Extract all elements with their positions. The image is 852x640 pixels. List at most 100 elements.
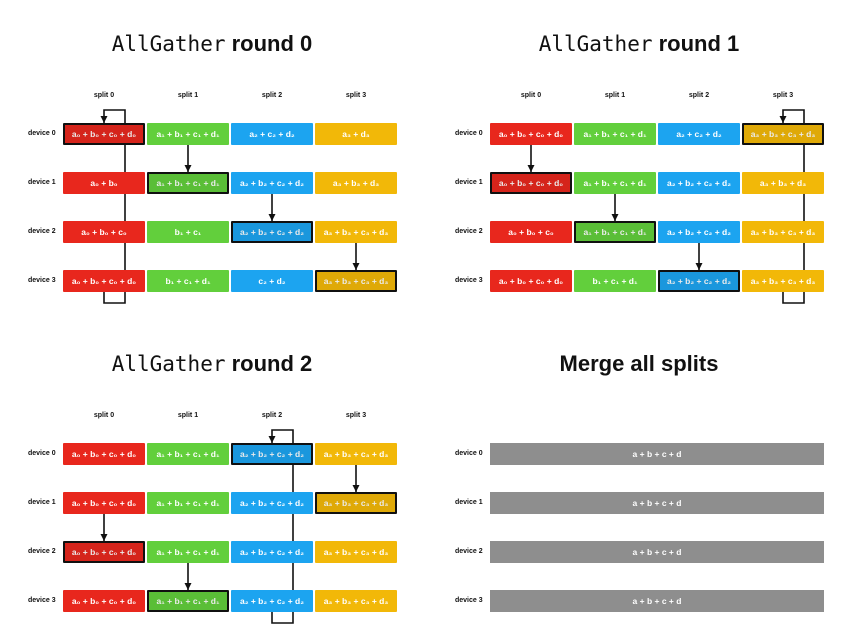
merged-row: a + b + c + d [490, 590, 824, 612]
title-rest: round 1 [652, 31, 740, 56]
cell: a₂ + b₂ + c₂ + d₂ [658, 221, 740, 243]
cell: a₀ + b₀ + c₀ [63, 221, 145, 243]
arrowhead-icon [184, 165, 192, 172]
split-label: split 1 [177, 412, 199, 419]
device-label: device 1 [455, 499, 483, 506]
split-label: split 0 [93, 92, 115, 99]
device-label: device 3 [28, 597, 56, 604]
split-label: split 3 [345, 92, 367, 99]
highlighted-cell: a₁ + b₁ + c₁ + d₁ [147, 590, 229, 612]
cell: a₂ + c₂ + d₂ [658, 123, 740, 145]
cell: a₃ + b₃ + d₃ [742, 172, 824, 194]
arrowhead-icon [779, 116, 787, 123]
highlighted-cell: a₃ + b₃ + c₃ + d₃ [742, 123, 824, 145]
title-mono: AllGather [111, 32, 226, 56]
split-label: split 1 [177, 92, 199, 99]
split-label: split 2 [261, 412, 283, 419]
device-label: device 0 [455, 130, 483, 137]
panel-title: AllGather round 2 [42, 351, 382, 377]
highlighted-cell: a₃ + b₃ + c₃ + d₃ [315, 492, 397, 514]
cell: a₃ + b₃ + c₃ + d₃ [742, 270, 824, 292]
cell: b₁ + c₁ + d₁ [574, 270, 656, 292]
highlighted-cell: a₀ + b₀ + c₀ + d₀ [490, 172, 572, 194]
split-label: split 0 [93, 412, 115, 419]
split-label: split 2 [688, 92, 710, 99]
arrowhead-icon [611, 214, 619, 221]
cell: a₁ + b₁ + c₁ + d₁ [147, 123, 229, 145]
device-label: device 0 [28, 130, 56, 137]
arrowhead-icon [268, 436, 276, 443]
cell: b₁ + c₁ + d₁ [147, 270, 229, 292]
cell: a₀ + b₀ + c₀ [490, 221, 572, 243]
arrowhead-icon [527, 165, 535, 172]
arrowhead-icon [695, 263, 703, 270]
panel-title: AllGather round 1 [469, 31, 809, 57]
merged-row: a + b + c + d [490, 541, 824, 563]
device-label: device 3 [28, 277, 56, 284]
cell: a₀ + b₀ [63, 172, 145, 194]
cell: b₁ + c₁ [147, 221, 229, 243]
cell: a₂ + b₂ + c₂ + d₂ [231, 590, 313, 612]
panel-title: Merge all splits [559, 351, 719, 376]
cell: a₀ + b₀ + c₀ + d₀ [63, 492, 145, 514]
cell: a₀ + b₀ + c₀ + d₀ [63, 590, 145, 612]
cell: a₀ + b₀ + c₀ + d₀ [63, 443, 145, 465]
cell: a₃ + b₃ + c₃ + d₃ [742, 221, 824, 243]
cell: a₃ + b₃ + d₃ [315, 172, 397, 194]
cell: a₂ + b₂ + c₂ + d₂ [658, 172, 740, 194]
merged-row: a + b + c + d [490, 492, 824, 514]
arrowhead-icon [100, 534, 108, 541]
split-label: split 1 [604, 92, 626, 99]
device-label: device 1 [455, 179, 483, 186]
cell: a₃ + b₃ + c₃ + d₃ [315, 443, 397, 465]
device-label: device 0 [455, 450, 483, 457]
device-label: device 2 [28, 228, 56, 235]
device-label: device 0 [28, 450, 56, 457]
split-label: split 3 [345, 412, 367, 419]
highlighted-cell: a₀ + b₀ + c₀ + d₀ [63, 541, 145, 563]
split-label: split 3 [772, 92, 794, 99]
cell: a₂ + c₂ + d₂ [231, 123, 313, 145]
device-label: device 2 [455, 548, 483, 555]
cell: a₀ + b₀ + c₀ + d₀ [490, 270, 572, 292]
cell: a₃ + d₃ [315, 123, 397, 145]
split-label: split 2 [261, 92, 283, 99]
cell: a₁ + b₁ + c₁ + d₁ [574, 172, 656, 194]
merged-row: a + b + c + d [490, 443, 824, 465]
highlighted-cell: a₃ + b₃ + c₃ + d₃ [315, 270, 397, 292]
highlighted-cell: a₁ + b₁ + c₁ + d₁ [147, 172, 229, 194]
highlighted-cell: a₂ + b₂ + c₂ + d₂ [231, 221, 313, 243]
highlighted-cell: a₀ + b₀ + c₀ + d₀ [63, 123, 145, 145]
device-label: device 1 [28, 179, 56, 186]
device-label: device 2 [28, 548, 56, 555]
cell: a₁ + b₁ + c₁ + d₁ [147, 492, 229, 514]
device-label: device 1 [28, 499, 56, 506]
split-label: split 0 [520, 92, 542, 99]
highlighted-cell: a₂ + b₂ + c₂ + d₂ [231, 443, 313, 465]
cell: a₂ + b₂ + c₂ + d₂ [231, 172, 313, 194]
title-rest: round 2 [225, 351, 313, 376]
cell: a₂ + b₂ + c₂ + d₂ [231, 541, 313, 563]
arrowhead-icon [184, 583, 192, 590]
cell: c₂ + d₂ [231, 270, 313, 292]
cell: a₃ + b₃ + c₃ + d₃ [315, 541, 397, 563]
highlighted-cell: a₂ + b₂ + c₂ + d₂ [658, 270, 740, 292]
title-mono: AllGather [111, 352, 226, 376]
device-label: device 3 [455, 277, 483, 284]
cell: a₃ + b₃ + c₃ + d₃ [315, 590, 397, 612]
arrowhead-icon [352, 485, 360, 492]
cell: a₀ + b₀ + c₀ + d₀ [490, 123, 572, 145]
arrowhead-icon [268, 214, 276, 221]
arrowhead-icon [100, 116, 108, 123]
highlighted-cell: a₁ + b₁ + c₁ + d₁ [574, 221, 656, 243]
device-label: device 2 [455, 228, 483, 235]
panel-title: AllGather round 0 [42, 31, 382, 57]
title-mono: AllGather [538, 32, 653, 56]
cell: a₁ + b₁ + c₁ + d₁ [574, 123, 656, 145]
cell: a₃ + b₃ + c₃ + d₃ [315, 221, 397, 243]
cell: a₁ + b₁ + c₁ + d₁ [147, 443, 229, 465]
cell: a₀ + b₀ + c₀ + d₀ [63, 270, 145, 292]
device-label: device 3 [455, 597, 483, 604]
cell: a₂ + b₂ + c₂ + d₂ [231, 492, 313, 514]
title-rest: round 0 [225, 31, 313, 56]
